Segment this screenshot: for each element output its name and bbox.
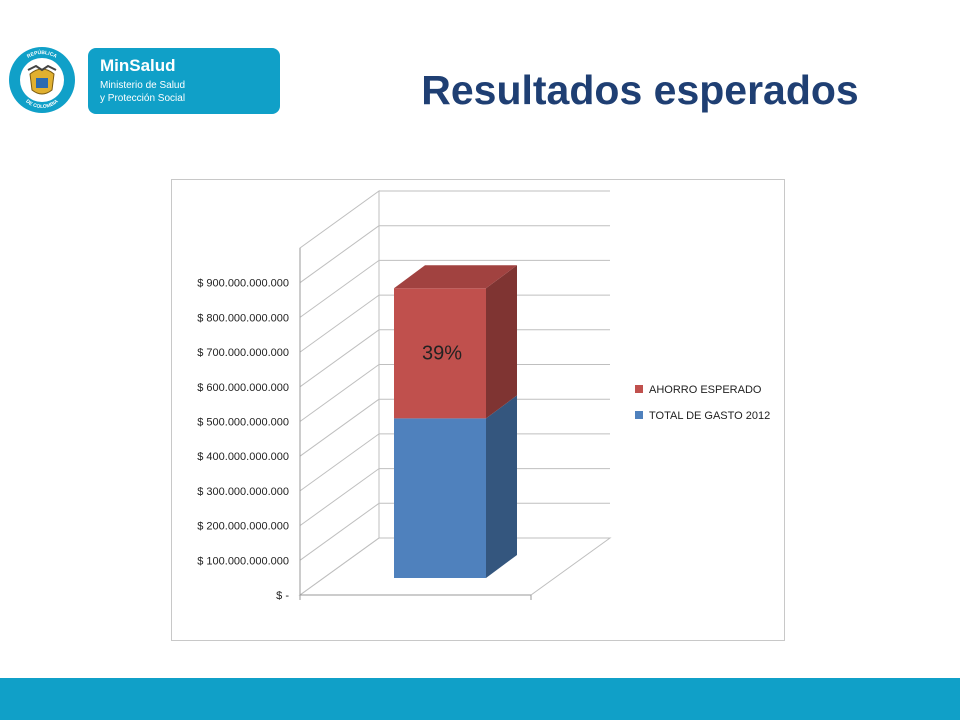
gridline-side <box>299 329 380 388</box>
gridline-side <box>299 294 380 353</box>
seal-text-top: REPÚBLICA <box>26 49 58 60</box>
footer-bar <box>0 678 960 720</box>
y-tick-label: $ 900.000.000.000 <box>197 278 289 290</box>
data-label-percentage: 39% <box>422 342 462 364</box>
y-tick-label: $ 400.000.000.000 <box>197 451 289 463</box>
stacked-bar-chart: $ - $ 100.000.000.000 $ 200.000.000.000 $ 3… <box>197 190 770 602</box>
gridline-side <box>299 398 380 457</box>
bar-segment-total-gasto <box>394 418 486 578</box>
y-tick-label: $ 500.000.000.000 <box>197 417 289 429</box>
y-tick-label: $ 700.000.000.000 <box>197 347 289 359</box>
y-tick-label: $ 800.000.000.000 <box>197 312 289 324</box>
y-tick-label: $ 300.000.000.000 <box>197 486 289 498</box>
gridline-side <box>299 259 380 318</box>
brand-subtitle-line2: y Protección Social <box>100 93 186 104</box>
legend-swatch <box>635 385 643 393</box>
y-tick-label: $ - <box>276 590 289 602</box>
brand-name: MinSalud <box>100 56 176 75</box>
brand-panel: MinSalud Ministerio de Salud y Protecció… <box>88 48 280 114</box>
y-tick-label: $ 200.000.000.000 <box>197 521 289 533</box>
legend-swatch <box>635 411 643 419</box>
page-title: Resultados esperados <box>421 67 859 113</box>
legend-label: AHORRO ESPERADO <box>649 384 762 396</box>
gridline-side <box>299 502 380 561</box>
svg-text:REPÚBLICA: REPÚBLICA <box>26 49 58 60</box>
y-tick-label: $ 600.000.000.000 <box>197 382 289 394</box>
brand-subtitle-line1: Ministerio de Salud <box>100 80 186 91</box>
svg-text:DE COLOMBIA: DE COLOMBIA <box>24 98 59 110</box>
minsalud-logo: REPÚBLICA DE COLOMBIA MinSalud Ministeri… <box>8 46 280 114</box>
colombia-seal-icon: REPÚBLICA DE COLOMBIA <box>9 47 75 113</box>
legend-label: TOTAL DE GASTO 2012 <box>649 410 770 422</box>
gridline-side <box>299 468 380 527</box>
bar-segment-ahorro <box>394 288 486 419</box>
bar-top <box>394 265 517 289</box>
chart-frame: $ - $ 100.000.000.000 $ 200.000.000.000 $ 3… <box>171 179 785 641</box>
bar-side-ahorro <box>486 265 517 419</box>
gridline-side <box>299 364 380 422</box>
bar-side-total-gasto <box>486 395 517 578</box>
seal-text-bottom: DE COLOMBIA <box>24 98 59 110</box>
gridline-side <box>299 433 380 492</box>
gridline-side <box>299 225 380 284</box>
y-tick-label: $ 100.000.000.000 <box>197 555 289 567</box>
